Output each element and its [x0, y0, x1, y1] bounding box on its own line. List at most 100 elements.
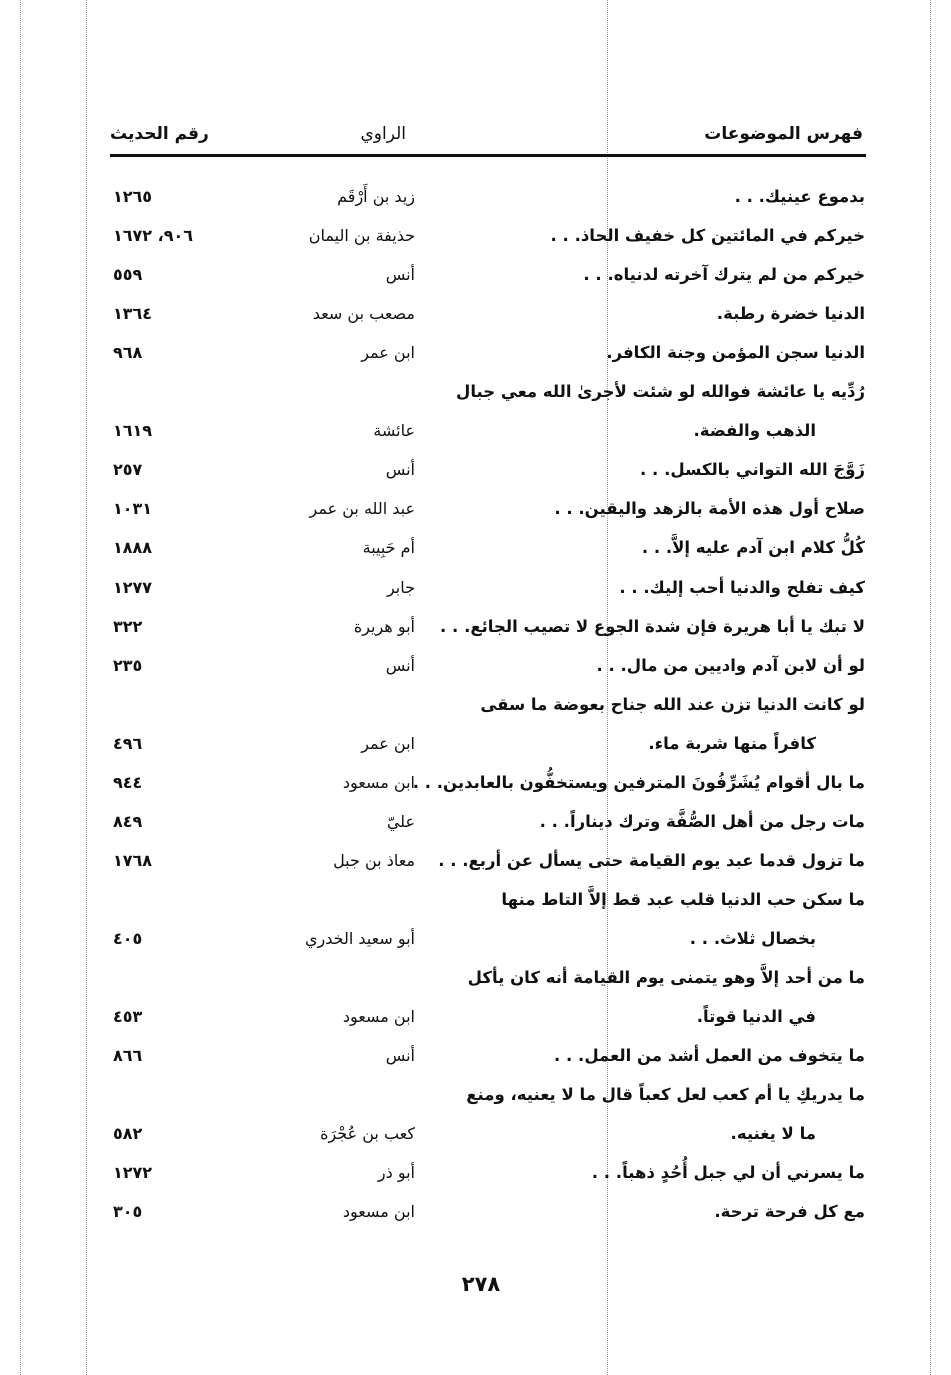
topic-cell: ما يسرني أن لي جبل أُحُدٍ ذهباً. . .	[591, 1163, 865, 1183]
narrator-cell: ابن مسعود	[342, 772, 415, 792]
table-row: بدموع عينيك. . . زيد بن أَرْقَم ١٢٦٥	[0, 187, 951, 217]
table-row: الدنيا سجن المؤمن وجنة الكافر. ابن عمر ٩٦٨	[0, 343, 951, 373]
table-row: كيف تفلح والدنيا أحب إليك. . . جابر ١٢٧٧	[0, 578, 951, 608]
topic-cell: كافراً منها شربة ماء.	[648, 733, 816, 753]
table-row: ما يسرني أن لي جبل أُحُدٍ ذهباً. . . أبو …	[0, 1163, 951, 1193]
topic-cell: الدنيا خضرة رطبة.	[716, 304, 865, 324]
narrator-cell: ابن عمر	[361, 733, 415, 753]
topic-cell: ما بال أقوام يُشَرِّفُونَ المترفين ويستخ…	[412, 772, 865, 792]
table-row: ما يدريكِ يا أم كعب لعل كعباً قال ما لا …	[0, 1085, 951, 1115]
narrator-cell: أبو هريرة	[353, 616, 415, 636]
narrator-cell: ابن عمر	[361, 343, 415, 363]
topic-cell: لو أن لابن آدم واديين من مال. . .	[596, 655, 865, 675]
narrator-cell: عائشة	[373, 421, 415, 441]
hadith-number-cell: ٥٨٢	[113, 1124, 143, 1144]
hadith-number-cell: ١٠٣١	[113, 499, 153, 519]
table-row: لا تبك يا أبا هريرة فإن شدة الجوع لا تصي…	[0, 617, 951, 647]
table-row: الذهب والفضة. عائشة ١٦١٩	[0, 421, 951, 451]
topic-cell: ما سكن حب الدنيا قلب عبد قط إلاَّ التاط …	[501, 889, 865, 909]
narrator-cell: عليّ	[386, 811, 415, 831]
scan-artifact-line	[86, 0, 87, 1375]
narrator-cell: أنس	[385, 655, 415, 675]
narrator-cell: زيد بن أَرْقَم	[337, 187, 415, 206]
narrator-cell: معاذ بن جبل	[333, 850, 415, 870]
hadith-number-cell: ١٨٨٨	[113, 538, 153, 558]
header-narrator: الراوي	[360, 124, 406, 144]
table-row: الدنيا خضرة رطبة. مصعب بن سعد ١٣٦٤	[0, 304, 951, 334]
table-row: في الدنيا قوتاً. ابن مسعود ٤٥٣	[0, 1007, 951, 1037]
topic-cell: ما تزول قدما عبد يوم القيامة حتى يسأل عن…	[438, 850, 865, 870]
narrator-cell: جابر	[386, 577, 415, 597]
hadith-number-cell: ١٢٧٧	[113, 577, 153, 597]
scan-artifact-line	[20, 0, 21, 1375]
hadith-number-cell: ٤٩٦	[113, 733, 143, 753]
topic-cell: مات رجل من أهل الصُّفَّة وترك ديناراً. .…	[539, 811, 865, 831]
topic-cell: ما يدريكِ يا أم كعب لعل كعباً قال ما لا …	[466, 1085, 865, 1105]
topic-cell: ما من أحد إلاَّ وهو يتمنى يوم القيامة أن…	[467, 968, 865, 987]
table-row: خيركم من لم يترك آخرته لدنياه. . . أنس ٥٥٩	[0, 265, 951, 295]
header-rule	[110, 154, 866, 157]
narrator-cell: أبو سعيد الخدري	[305, 928, 415, 948]
topic-cell: لا تبك يا أبا هريرة فإن شدة الجوع لا تصي…	[440, 616, 865, 636]
topic-cell: كيف تفلح والدنيا أحب إليك. . .	[619, 577, 865, 597]
table-row: ما بال أقوام يُشَرِّفُونَ المترفين ويستخ…	[0, 773, 951, 803]
table-row: رُدِّيه يا عائشة فوالله لو شئت لأجرىٰ ال…	[0, 382, 951, 412]
scan-artifact-line	[607, 0, 608, 1375]
narrator-cell: أنس	[385, 460, 415, 480]
topic-cell: صلاح أول هذه الأمة بالزهد واليقين. . .	[554, 499, 865, 519]
table-row: زَوَّجَ الله التواني بالكسل. . . أنس ٢٥٧	[0, 460, 951, 490]
hadith-number-cell: ٢٥٧	[113, 460, 143, 480]
topic-cell: ما لا يغنيه.	[730, 1124, 816, 1144]
topic-cell: ما يتخوف من العمل أشد من العمل. . .	[554, 1046, 865, 1066]
table-row: مع كل فرحة ترحة. ابن مسعود ٣٠٥	[0, 1202, 951, 1232]
table-row: كُلُّ كلام ابن آدم عليه إلاَّ. . . أم حَب…	[0, 538, 951, 568]
narrator-cell: مصعب بن سعد	[312, 304, 415, 324]
narrator-cell: ابن مسعود	[342, 1202, 415, 1222]
table-row: كافراً منها شربة ماء. ابن عمر ٤٩٦	[0, 734, 951, 764]
narrator-cell: أبو ذر	[377, 1163, 415, 1183]
narrator-cell: أنس	[385, 265, 415, 285]
table-row: مات رجل من أهل الصُّفَّة وترك ديناراً. .…	[0, 812, 951, 842]
hadith-number-cell: ٤٠٥	[113, 928, 143, 948]
hadith-number-cell: ٥٥٩	[113, 265, 143, 285]
hadith-number-cell: ٩٤٤	[113, 772, 143, 792]
topic-cell: بدموع عينيك. . .	[734, 187, 865, 206]
hadith-number-cell: ٩٦٨	[113, 343, 143, 363]
narrator-cell: أنس	[385, 1046, 415, 1066]
table-row: خيركم في المائتين كل خفيف الحاذ. . . حذيف…	[0, 226, 951, 256]
table-row: ما سكن حب الدنيا قلب عبد قط إلاَّ التاط …	[0, 890, 951, 920]
header-hadith-number: رقم الحديث	[110, 124, 209, 144]
topic-cell: لو كانت الدنيا تزن عند الله جناح بعوضة م…	[480, 694, 865, 714]
topic-cell: كُلُّ كلام ابن آدم عليه إلاَّ. . .	[641, 538, 865, 558]
topic-cell: الدنيا سجن المؤمن وجنة الكافر.	[606, 343, 865, 363]
hadith-number-cell: ٣٠٥	[113, 1202, 143, 1222]
topic-cell: بخصال ثلاث. . .	[689, 928, 816, 948]
topic-cell: خيركم في المائتين كل خفيف الحاذ. . .	[550, 226, 865, 246]
header-topics: فهرس الموضوعات	[704, 124, 863, 144]
topic-cell: في الدنيا قوتاً.	[696, 1007, 816, 1027]
hadith-number-cell: ٢٣٥	[113, 655, 143, 675]
narrator-cell: أم حَبِيبة	[362, 538, 415, 558]
topic-cell: مع كل فرحة ترحة.	[714, 1202, 865, 1222]
hadith-number-cell: ١٢٧٢	[113, 1163, 153, 1183]
hadith-number-cell: ٤٥٣	[113, 1007, 143, 1027]
hadith-number-cell: ٣٢٢	[113, 616, 143, 636]
narrator-cell: كعب بن عُجْرَة	[320, 1124, 415, 1144]
hadith-number-cell: ٨٤٩	[113, 811, 143, 831]
hadith-number-cell: ١٢٦٥	[113, 187, 153, 206]
table-row: ما يتخوف من العمل أشد من العمل. . . أنس ٨٦…	[0, 1046, 951, 1076]
table-row: بخصال ثلاث. . . أبو سعيد الخدري ٤٠٥	[0, 929, 951, 959]
hadith-number-cell: ٩٠٦، ١٦٧٢	[113, 226, 194, 246]
table-row: ما لا يغنيه. كعب بن عُجْرَة ٥٨٢	[0, 1124, 951, 1154]
hadith-number-cell: ١٧٦٨	[113, 850, 153, 870]
narrator-cell: حذيفة بن اليمان	[308, 226, 415, 246]
hadith-number-cell: ١٣٦٤	[113, 304, 153, 324]
topic-cell: خيركم من لم يترك آخرته لدنياه. . .	[583, 265, 865, 285]
page-number: ٢٧٨	[461, 1272, 501, 1296]
table-row: لو أن لابن آدم واديين من مال. . . أنس ٢٣٥	[0, 656, 951, 686]
table-row: لو كانت الدنيا تزن عند الله جناح بعوضة م…	[0, 695, 951, 725]
topic-cell: الذهب والفضة.	[693, 421, 816, 441]
table-row: ما تزول قدما عبد يوم القيامة حتى يسأل عن…	[0, 851, 951, 881]
narrator-cell: عبد الله بن عمر	[309, 499, 415, 519]
narrator-cell: ابن مسعود	[342, 1007, 415, 1027]
